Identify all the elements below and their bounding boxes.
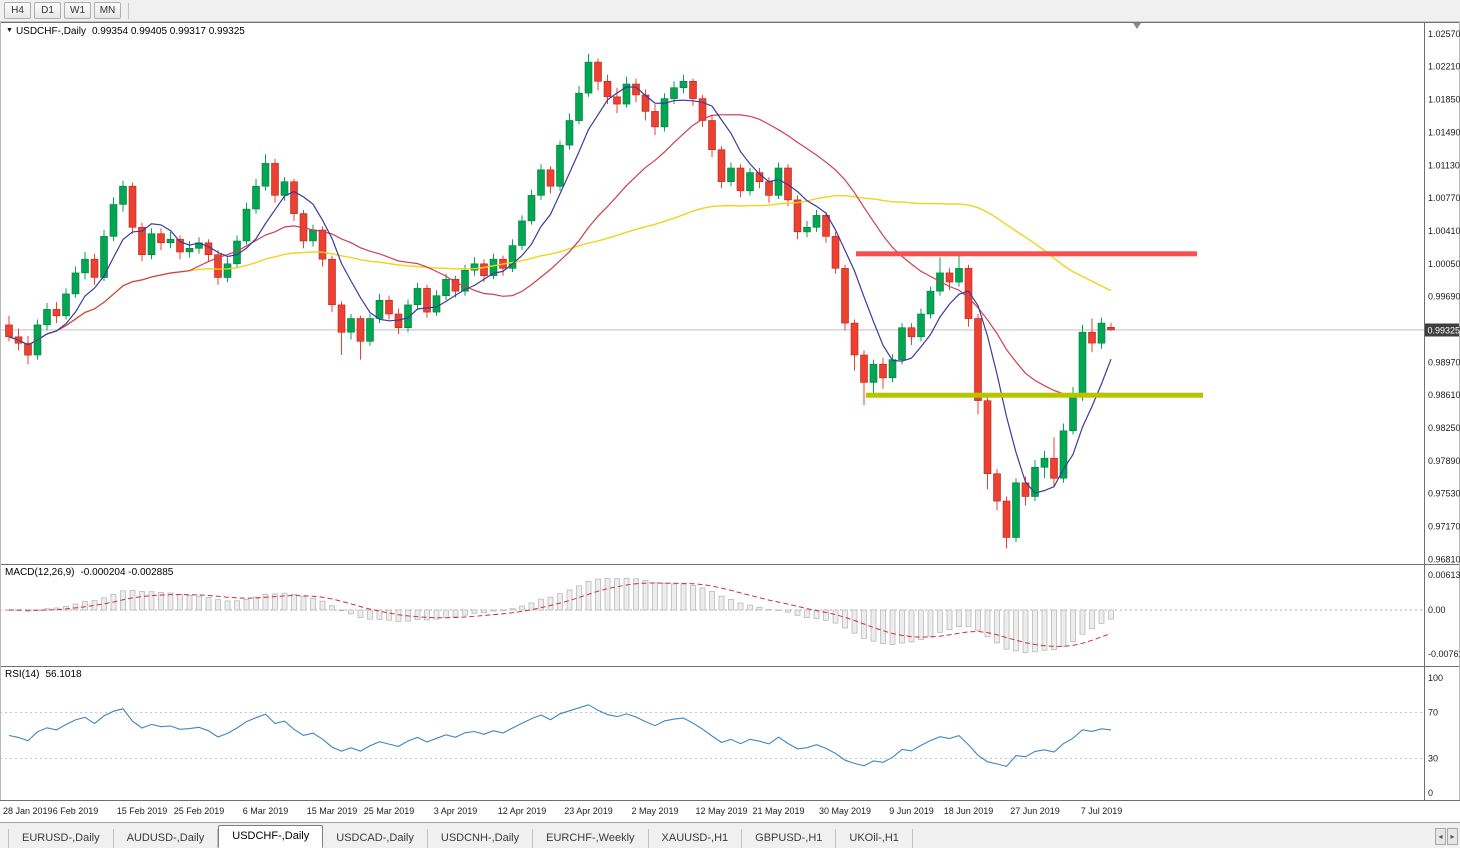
svg-text:27 Jun 2019: 27 Jun 2019 bbox=[1010, 806, 1060, 816]
svg-text:21 May 2019: 21 May 2019 bbox=[752, 806, 804, 816]
tab-scroll-right-icon[interactable]: ▸ bbox=[1447, 828, 1458, 845]
svg-text:1.00050: 1.00050 bbox=[1428, 259, 1460, 269]
timeframe-button-h4[interactable]: H4 bbox=[4, 2, 31, 19]
support-line bbox=[866, 392, 1203, 398]
svg-text:25 Feb 2019: 25 Feb 2019 bbox=[174, 806, 225, 816]
svg-text:25 Mar 2019: 25 Mar 2019 bbox=[364, 806, 415, 816]
tab-usdcnh-daily[interactable]: USDCNH-,Daily bbox=[428, 829, 534, 848]
tab-scroll-buttons: ◂ ▸ bbox=[1435, 828, 1458, 845]
rsi-value: 56.1018 bbox=[45, 669, 82, 680]
chart-canvas[interactable]: 1.02570 1.02210 1.01850 1.01490 1.01130 1.007… bbox=[0, 22, 1460, 822]
chart-tabs-bar: EURUSD-,Daily AUDUSD-,Daily USDCHF-,Daily U… bbox=[0, 822, 1460, 848]
svg-text:1.00770: 1.00770 bbox=[1428, 193, 1460, 203]
svg-text:1.02570: 1.02570 bbox=[1428, 29, 1460, 39]
rsi-axis-labels: 100 70 30 0 bbox=[1428, 673, 1443, 798]
tab-xauusd-h1[interactable]: XAUUSD-,H1 bbox=[649, 829, 743, 848]
ma-medium-line bbox=[8, 114, 1112, 396]
svg-text:15 Mar 2019: 15 Mar 2019 bbox=[307, 806, 358, 816]
tab-gbpusd-h1[interactable]: GBPUSD-,H1 bbox=[742, 829, 837, 848]
tab-eurusd-daily[interactable]: EURUSD-,Daily bbox=[8, 829, 114, 848]
svg-text:0: 0 bbox=[1428, 788, 1433, 798]
macd-indicator-label: MACD(12,26,9) -0.000204 -0.002885 bbox=[5, 567, 173, 578]
svg-text:6 Feb 2019: 6 Feb 2019 bbox=[53, 806, 99, 816]
svg-text:0.97890: 0.97890 bbox=[1428, 456, 1460, 466]
svg-text:0.98970: 0.98970 bbox=[1428, 357, 1460, 367]
rsi-line bbox=[8, 704, 1112, 768]
svg-text:0.97530: 0.97530 bbox=[1428, 489, 1460, 499]
chart-ohlc-values: 0.99354 0.99405 0.99317 0.99325 bbox=[91, 26, 245, 37]
shift-marker-icon bbox=[1133, 23, 1141, 29]
svg-text:0.98610: 0.98610 bbox=[1428, 390, 1460, 400]
svg-text:1.02210: 1.02210 bbox=[1428, 62, 1460, 72]
timeframe-toolbar: H4 D1 W1 MN bbox=[0, 0, 1460, 22]
svg-text:6 Mar 2019: 6 Mar 2019 bbox=[243, 806, 289, 816]
timeframe-button-mn[interactable]: MN bbox=[94, 2, 121, 19]
svg-text:1.01850: 1.01850 bbox=[1428, 95, 1460, 105]
toolbar-separator bbox=[128, 2, 129, 19]
svg-text:30: 30 bbox=[1428, 754, 1438, 764]
svg-text:18 Jun 2019: 18 Jun 2019 bbox=[944, 806, 994, 816]
svg-text:9 Jun 2019: 9 Jun 2019 bbox=[889, 806, 934, 816]
date-axis-labels: 28 Jan 2019 6 Feb 2019 15 Feb 2019 25 Feb 2… bbox=[3, 806, 1122, 816]
svg-text:1.01490: 1.01490 bbox=[1428, 127, 1460, 137]
tab-ukoil-h1[interactable]: UKOil-,H1 bbox=[836, 829, 913, 848]
svg-text:7 Jul 2019: 7 Jul 2019 bbox=[1081, 806, 1123, 816]
tab-audusd-daily[interactable]: AUDUSD-,Daily bbox=[114, 829, 219, 848]
svg-text:0.00613: 0.00613 bbox=[1428, 570, 1460, 580]
tab-usdchf-daily[interactable]: USDCHF-,Daily bbox=[218, 825, 324, 848]
svg-text:0.96810: 0.96810 bbox=[1428, 554, 1460, 564]
rsi-name: RSI(14) bbox=[5, 669, 40, 680]
resistance-line bbox=[856, 251, 1197, 257]
svg-text:0.99690: 0.99690 bbox=[1428, 292, 1460, 302]
rsi-indicator-label: RSI(14) 56.1018 bbox=[5, 669, 82, 680]
svg-text:-0.00761: -0.00761 bbox=[1428, 649, 1460, 659]
svg-text:2 May 2019: 2 May 2019 bbox=[631, 806, 678, 816]
one-click-arrow-icon[interactable]: ▼ bbox=[6, 27, 13, 34]
svg-text:28 Jan 2019: 28 Jan 2019 bbox=[3, 806, 53, 816]
ma-fast-line bbox=[8, 86, 1112, 494]
svg-text:3 Apr 2019: 3 Apr 2019 bbox=[434, 806, 478, 816]
svg-text:0.97170: 0.97170 bbox=[1428, 522, 1460, 532]
macd-axis-labels: 0.00613 0.00 -0.00761 bbox=[1428, 570, 1460, 659]
svg-text:1.00410: 1.00410 bbox=[1428, 226, 1460, 236]
svg-text:100: 100 bbox=[1428, 673, 1443, 683]
macd-values: -0.000204 -0.002885 bbox=[80, 567, 174, 578]
chart-background bbox=[0, 22, 1460, 822]
svg-text:70: 70 bbox=[1428, 708, 1438, 718]
current-price-badge: 0.99325 bbox=[1425, 323, 1460, 337]
macd-signal-line bbox=[8, 582, 1112, 647]
timeframe-button-d1[interactable]: D1 bbox=[34, 2, 61, 19]
svg-text:15 Feb 2019: 15 Feb 2019 bbox=[117, 806, 168, 816]
timeframe-buttons: H4 D1 W1 MN bbox=[4, 2, 121, 19]
svg-text:0.99325: 0.99325 bbox=[1428, 326, 1460, 336]
svg-text:12 May 2019: 12 May 2019 bbox=[695, 806, 747, 816]
svg-text:30 May 2019: 30 May 2019 bbox=[819, 806, 871, 816]
ma-slow-line bbox=[8, 194, 1112, 346]
tab-eurchf-weekly[interactable]: EURCHF-,Weekly bbox=[533, 829, 649, 848]
chart-tabs: EURUSD-,Daily AUDUSD-,Daily USDCHF-,Daily U… bbox=[8, 825, 913, 848]
svg-text:1.01130: 1.01130 bbox=[1428, 160, 1460, 170]
svg-text:12 Apr 2019: 12 Apr 2019 bbox=[498, 806, 547, 816]
tab-usdcad-daily[interactable]: USDCAD-,Daily bbox=[323, 829, 428, 848]
tab-scroll-left-icon[interactable]: ◂ bbox=[1435, 828, 1446, 845]
macd-name: MACD(12,26,9) bbox=[5, 567, 75, 578]
chart-symbol-label: USDCHF-,Daily bbox=[15, 26, 86, 37]
chart-title: ▼ USDCHF-,Daily 0.99354 0.99405 0.99317 0.… bbox=[6, 26, 245, 37]
svg-text:23 Apr 2019: 23 Apr 2019 bbox=[564, 806, 613, 816]
svg-text:0.00: 0.00 bbox=[1428, 605, 1446, 615]
timeframe-button-w1[interactable]: W1 bbox=[64, 2, 91, 19]
svg-text:0.98250: 0.98250 bbox=[1428, 423, 1460, 433]
